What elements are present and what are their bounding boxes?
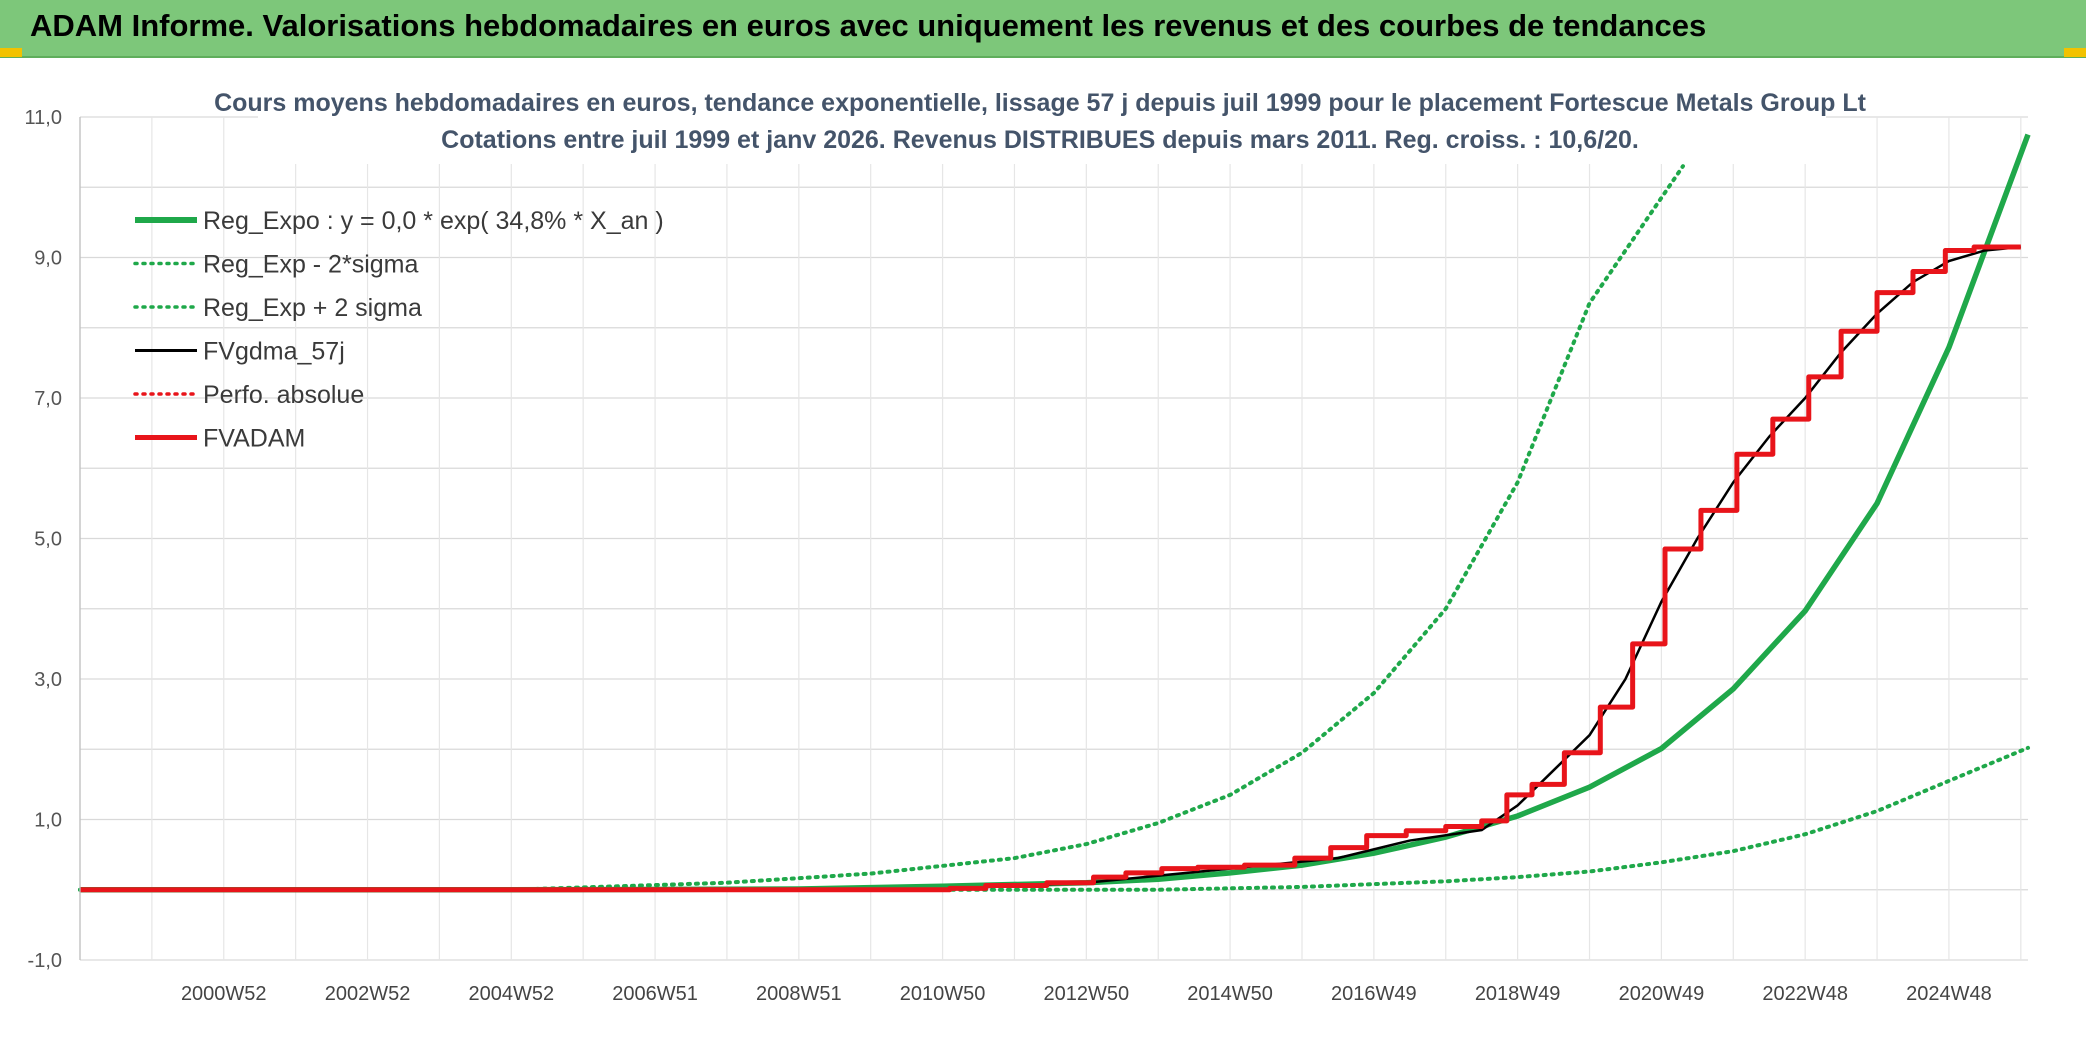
report-banner: ADAM Informe. Valorisations hebdomadaire… — [0, 0, 2086, 58]
y-tick-label: 11,0 — [25, 107, 62, 129]
x-tick-label: 2004W52 — [468, 983, 554, 1005]
legend-label: Reg_Exp + 2 sigma — [203, 294, 422, 322]
y-tick-label: -1,0 — [28, 950, 62, 972]
y-tick-label: 7,0 — [34, 388, 62, 410]
chart-title-block: Cours moyens hebdomadaires en euros, ten… — [214, 80, 1867, 164]
corner-mark-left — [0, 48, 22, 57]
x-tick-label: 2016W49 — [1331, 983, 1417, 1005]
chart-title-line: Cours moyens hebdomadaires en euros, ten… — [214, 89, 1867, 117]
series-line-1 — [78, 745, 2030, 892]
corner-mark-right — [2064, 48, 2086, 57]
axes: -1,0 1,0 3,0 5,0 7,0 9,0 11,0 2000W52 2002W52 200… — [25, 107, 1992, 1005]
x-tick-label: 2014W50 — [1187, 983, 1273, 1005]
x-tick-label: 2010W50 — [900, 983, 986, 1005]
x-tick-label: 2006W51 — [612, 983, 698, 1005]
chart-title-line: Cotations entre juil 1999 et janv 2026. … — [441, 126, 1639, 154]
y-tick-label: 3,0 — [34, 669, 62, 691]
title-backdrop — [258, 80, 1826, 164]
series-line-2 — [78, 164, 1685, 892]
x-tick-label: 2000W52 — [181, 983, 267, 1005]
legend: Reg_Expo : y = 0,0 * exp( 34,8% * X_an )… — [133, 207, 664, 453]
x-tick-label: 2022W48 — [1762, 983, 1848, 1005]
x-tick-label: 2002W52 — [325, 983, 411, 1005]
series-layer — [78, 133, 2031, 893]
y-tick-label: 9,0 — [34, 248, 62, 270]
x-tick-label: 2018W49 — [1475, 983, 1561, 1005]
legend-label: Reg_Exp - 2*sigma — [203, 251, 418, 279]
legend-label: Perfo. absolue — [203, 381, 364, 409]
series-line-0 — [80, 133, 2031, 893]
legend-label: Reg_Expo : y = 0,0 * exp( 34,8% * X_an ) — [203, 207, 664, 235]
legend-label: FVgdma_57j — [203, 338, 345, 366]
y-tick-label: 1,0 — [34, 810, 62, 832]
x-tick-label: 2024W48 — [1906, 983, 1992, 1005]
y-tick-label: 5,0 — [34, 529, 62, 551]
legend-label: FVADAM — [203, 425, 305, 453]
x-tick-label: 2012W50 — [1044, 983, 1130, 1005]
series-line-5 — [80, 244, 2021, 893]
x-tick-label: 2020W49 — [1619, 983, 1705, 1005]
report-banner-title: ADAM Informe. Valorisations hebdomadaire… — [30, 8, 1707, 43]
x-tick-label: 2008W51 — [756, 983, 842, 1005]
